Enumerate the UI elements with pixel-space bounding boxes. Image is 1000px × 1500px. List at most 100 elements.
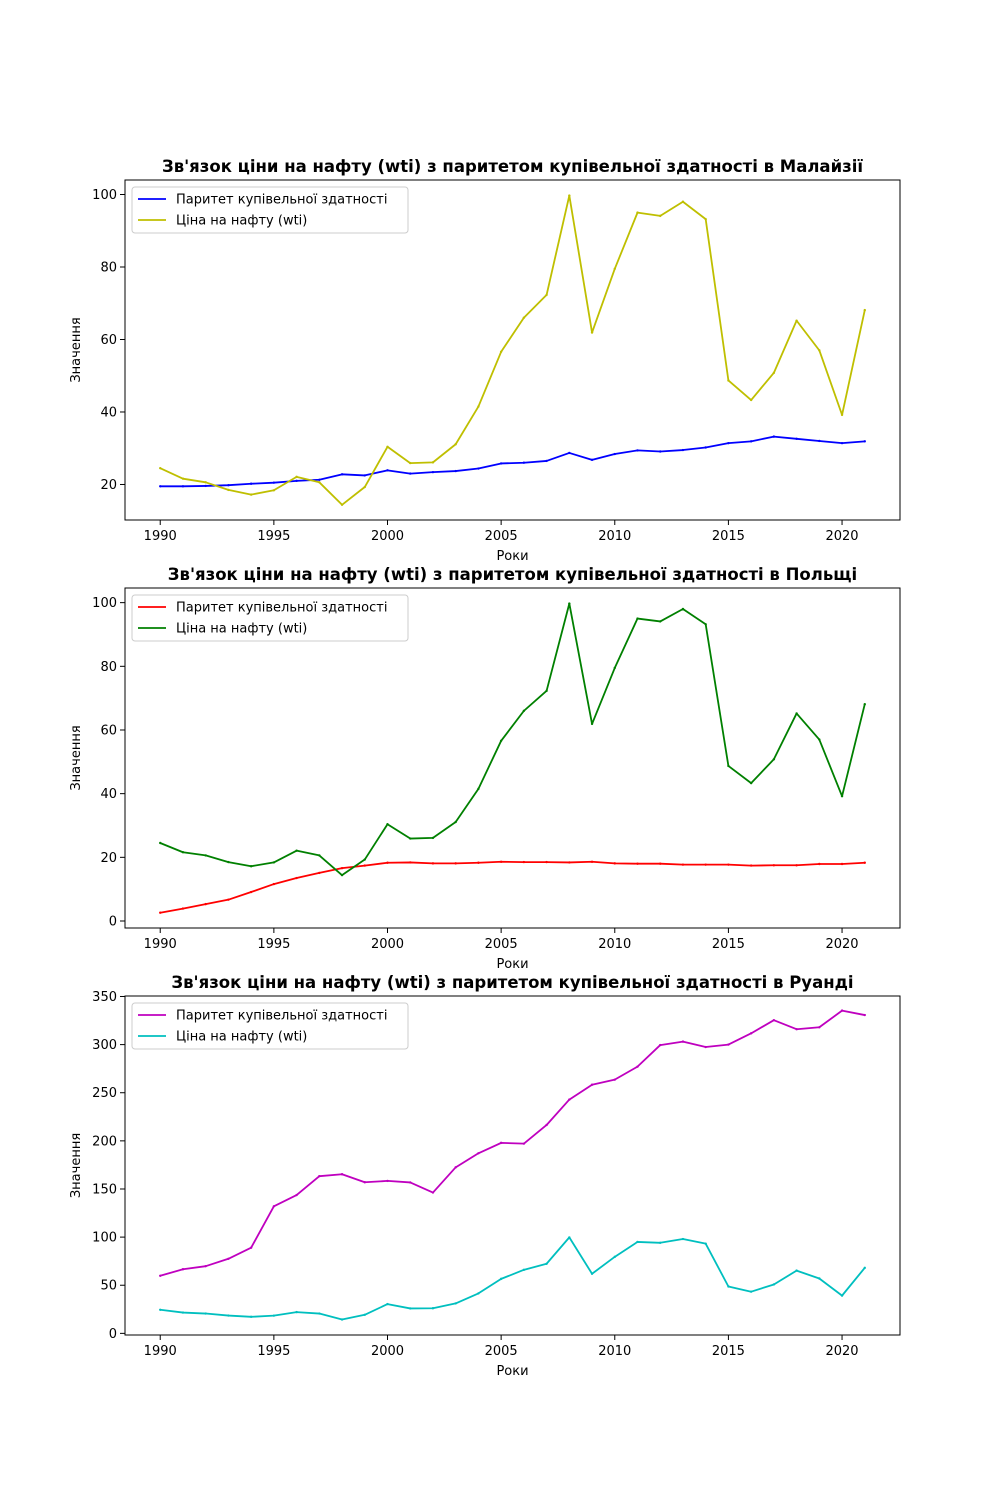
data-point [249,493,253,496]
plot-area [124,179,901,521]
data-point [568,1098,571,1101]
data-point [454,443,457,446]
data-point [295,876,298,880]
data-point [227,860,230,864]
data-point [636,449,639,452]
data-point [772,1283,776,1286]
data-point [704,863,707,866]
data-point [477,1292,480,1295]
data-point [477,467,480,470]
series-2 [159,194,866,506]
data-point [659,450,662,453]
x-tick-label: 1990 [144,1344,177,1359]
data-point [681,200,685,203]
series-line [160,860,865,914]
data-point [704,623,707,626]
data-point [431,862,435,865]
x-tick-label: 2000 [371,529,404,544]
data-point [795,712,798,715]
data-point [590,1272,594,1275]
data-point [409,837,412,840]
x-tick-label: 1990 [144,937,177,952]
data-point [340,473,344,476]
data-point [545,1262,548,1265]
data-point [613,1255,616,1259]
data-point [636,1065,639,1068]
data-point [431,836,435,840]
data-point [681,863,685,866]
data-point [204,902,207,906]
data-point [181,907,185,910]
y-tick-label: 0 [109,914,117,929]
y-axis-label: Значення [69,725,84,790]
x-tick-label: 2000 [371,937,404,952]
data-point [818,738,821,741]
data-point [318,871,321,875]
data-point [568,602,571,605]
data-point [227,484,230,487]
data-point [204,854,207,857]
data-point [454,862,457,865]
data-point [386,445,389,448]
x-tick-label: 2020 [825,1344,858,1359]
legend: Паритет купівельної здатності Ціна на наф… [131,186,409,234]
data-point [749,398,753,402]
data-point [409,1307,412,1310]
y-axis: 0 20 40 60 80 100 [92,596,125,929]
legend-box [131,1002,409,1050]
data-point [227,488,230,492]
data-point [818,1277,821,1280]
data-point [363,1313,366,1316]
data-point [272,1205,276,1208]
data-point [499,739,503,743]
data-point [659,862,662,865]
data-point [545,459,548,463]
data-point [636,211,639,214]
data-point [749,440,753,443]
data-point [409,472,412,475]
data-point [499,860,503,863]
data-point [749,864,753,867]
data-point [204,484,207,488]
legend-label: Паритет купівельної здатності [176,601,387,616]
data-point [499,1277,503,1281]
data-point [386,1302,389,1306]
chart-panel-1: Зв'язок ціни на нафту (wti) з паритетом … [69,157,901,564]
y-tick-label: 250 [92,1086,117,1101]
x-axis: 1990 1995 2000 2005 2010 2015 2020 [144,520,859,544]
data-point [568,194,571,197]
data-point [659,214,662,218]
data-point [727,1285,730,1288]
data-point [340,866,344,870]
data-point [318,481,321,484]
series-1 [159,435,866,488]
data-point [704,1045,707,1049]
series-2 [159,1236,866,1321]
data-point [727,764,730,768]
data-point [772,435,776,438]
data-point [545,860,548,864]
data-point [272,882,276,886]
data-point [318,854,321,857]
data-point [522,1268,526,1272]
data-point [749,781,753,785]
data-point [159,1308,162,1311]
data-point [568,861,571,864]
data-point [363,474,366,477]
chart-title: Зв'язок ціни на нафту (wti) з паритетом … [171,973,853,992]
data-point [499,1141,503,1145]
data-point [204,1264,207,1268]
data-point [340,1173,344,1176]
data-point [795,1269,798,1272]
data-point [295,1310,298,1314]
data-point [363,1181,366,1184]
y-tick-label: 40 [100,787,117,802]
y-tick-label: 80 [100,260,117,275]
data-point [818,439,821,443]
data-point [681,1237,685,1241]
legend-label: Паритет купівельної здатності [176,1009,387,1024]
data-point [431,461,435,464]
data-point [590,331,594,334]
data-point [272,481,276,484]
x-tick-label: 1995 [257,937,290,952]
